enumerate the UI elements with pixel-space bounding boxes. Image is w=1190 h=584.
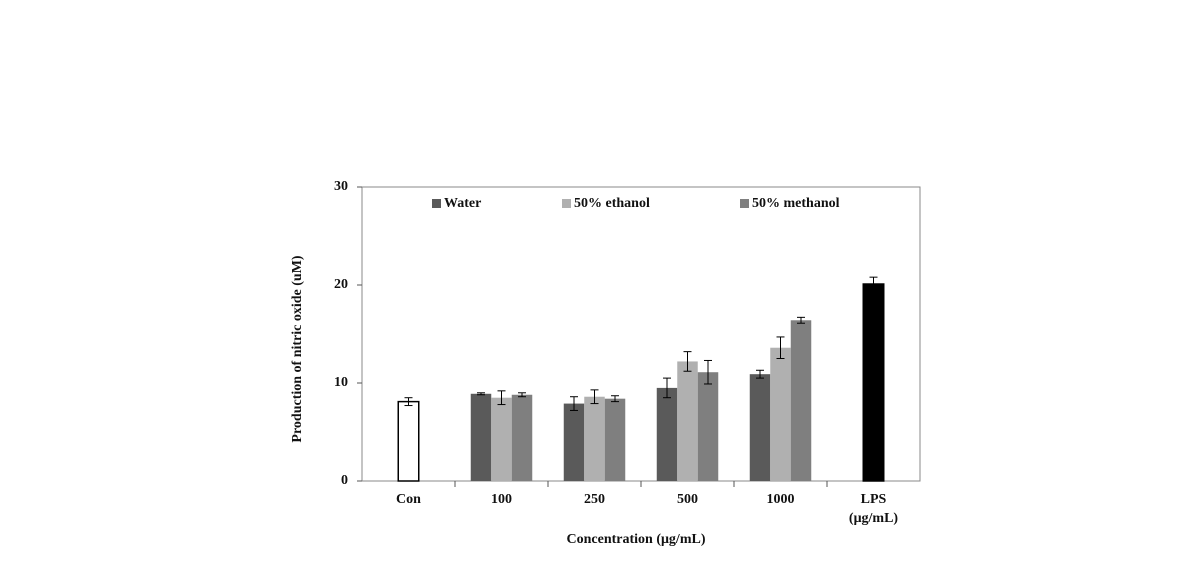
y-tick-label: 30 — [334, 179, 348, 194]
legend-label: 50% ethanol — [574, 196, 650, 211]
error-bar — [497, 390, 506, 406]
bar — [656, 387, 678, 481]
bar — [790, 320, 812, 481]
y-axis-label: Production of nitric oxide (uM) — [290, 255, 305, 443]
bar — [749, 374, 771, 481]
error-bar — [869, 276, 878, 292]
bar — [511, 394, 533, 481]
error-bar — [477, 392, 485, 396]
legend-swatch — [740, 199, 749, 208]
bar — [491, 397, 512, 481]
bar — [862, 283, 885, 482]
bar — [563, 403, 585, 481]
error-bar — [797, 316, 805, 324]
x-tick-label: 500 — [677, 492, 698, 507]
bar — [397, 400, 420, 482]
legend-label: 50% methanol — [752, 196, 840, 211]
bar — [770, 347, 791, 481]
x-axis-label: Concentration (μg/mL) — [567, 532, 706, 547]
x-tick-label: Con — [396, 492, 421, 507]
bar — [584, 396, 605, 481]
x-tick-label: 250 — [584, 492, 605, 507]
x-tick-label: 1000 — [767, 492, 795, 507]
x-tick-label-note: (μg/mL) — [849, 511, 898, 526]
bar — [604, 398, 626, 481]
error-bar — [518, 392, 526, 398]
error-bar — [663, 377, 671, 399]
y-tick-label: 20 — [334, 277, 348, 292]
legend-swatch — [432, 199, 441, 208]
error-bar — [776, 336, 785, 359]
bar — [470, 393, 492, 481]
y-tick-label: 0 — [341, 473, 348, 488]
x-tick-label: 100 — [491, 492, 512, 507]
error-bar — [683, 351, 692, 372]
error-bar — [704, 359, 712, 385]
y-tick-label: 10 — [334, 375, 348, 390]
plot-frame — [361, 186, 921, 482]
legend-label: Water — [444, 196, 481, 211]
error-bar — [570, 396, 578, 411]
x-tick-label: LPS — [861, 492, 887, 507]
bar — [677, 361, 698, 481]
error-bar — [404, 397, 413, 407]
bar — [697, 372, 719, 481]
legend-swatch — [562, 199, 571, 208]
error-bar — [611, 395, 619, 403]
error-bar — [756, 369, 764, 379]
error-bar — [590, 389, 599, 405]
